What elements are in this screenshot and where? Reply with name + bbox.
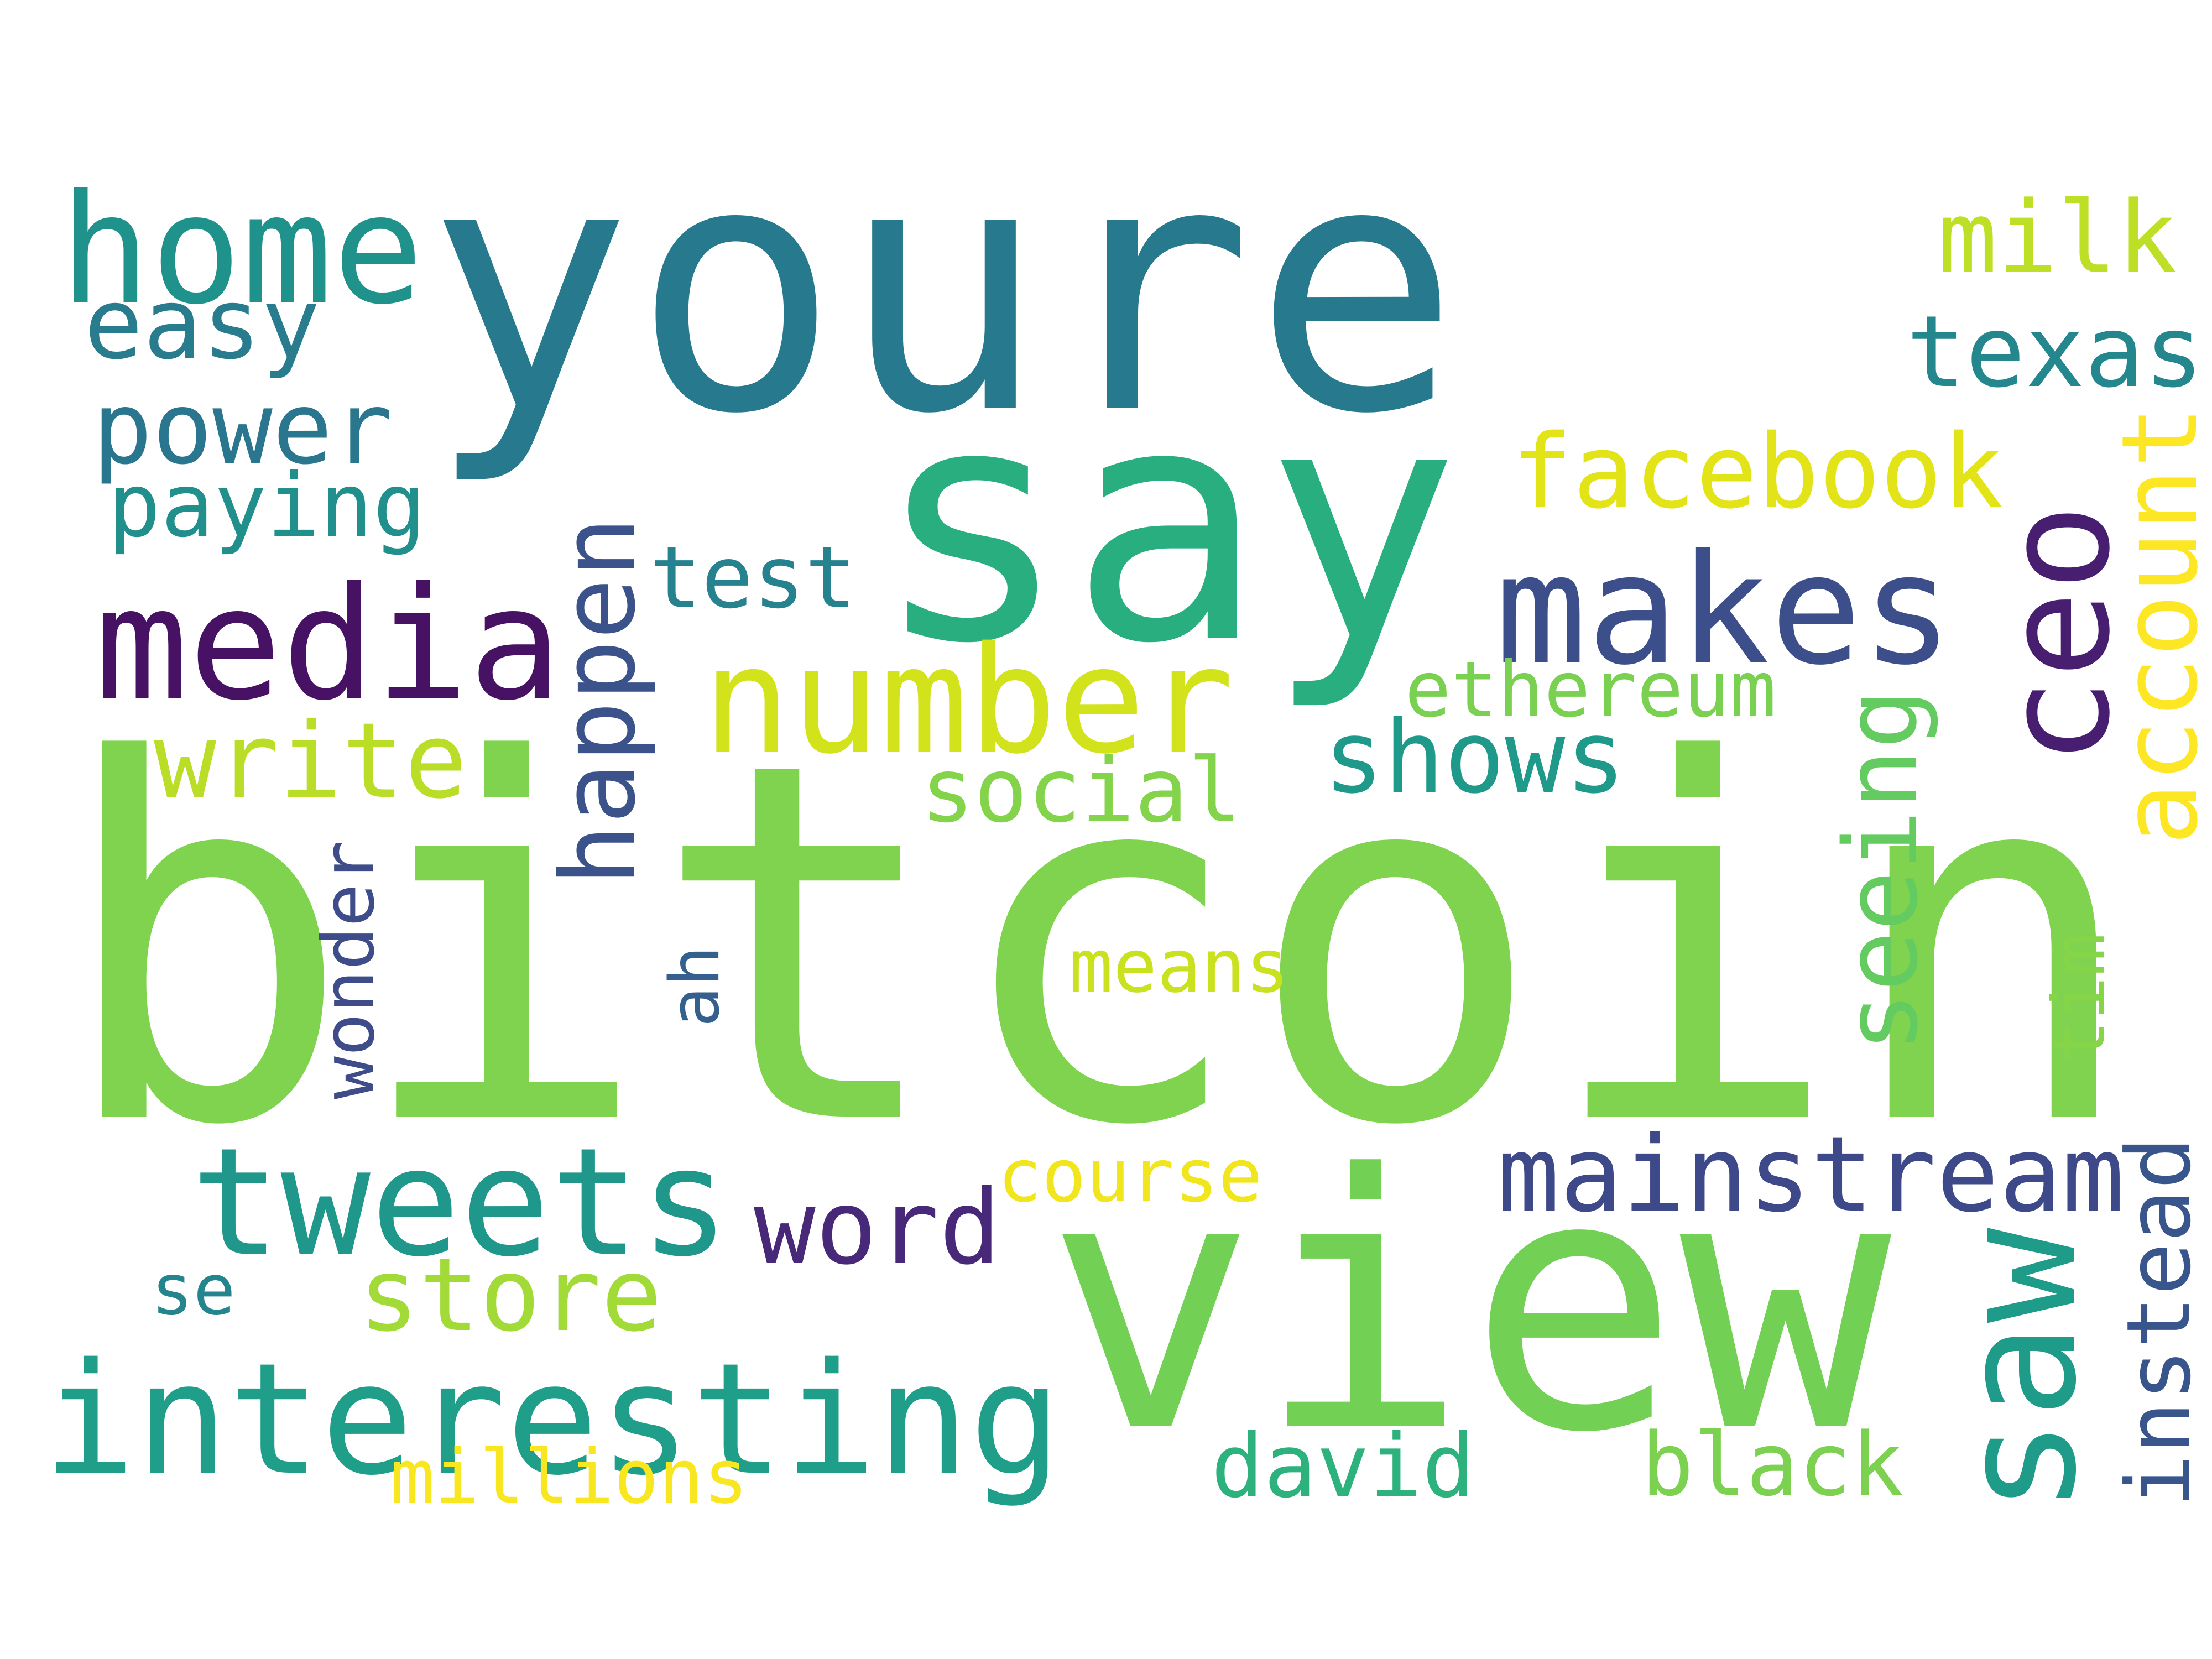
word-instead: instead	[2107, 1136, 2211, 1507]
word-home: home	[59, 162, 424, 338]
word-happen: happen	[538, 517, 658, 886]
word-say: say	[874, 337, 1460, 714]
word-interesting: interesting	[43, 1329, 1062, 1509]
word-shows: shows	[1323, 698, 1626, 816]
word-se: se	[151, 1249, 236, 1331]
word-ah: ah	[655, 946, 734, 1027]
word-write: write	[153, 700, 467, 822]
word-facebook: facebook	[1511, 411, 2004, 531]
word-power: power	[92, 371, 393, 487]
word-milk: milk	[1938, 180, 2177, 296]
word-texas: texas	[1906, 295, 2204, 410]
word-social: social	[920, 739, 1242, 843]
word-means: means	[1068, 924, 1290, 1009]
word-tim: tim	[2037, 933, 2121, 1064]
word-paying: paying	[108, 453, 426, 557]
word-mainstream: mainstream	[1497, 1114, 2125, 1235]
word-seeing: seeing	[1823, 688, 1940, 1053]
word-bitcoin: bitcoin	[55, 657, 2141, 1233]
word-account: account	[2099, 405, 2212, 846]
word-saw: saw	[1926, 1228, 2111, 1514]
word-youre: youre	[425, 88, 1460, 489]
word-word: word	[754, 1168, 1001, 1288]
word-makes: makes	[1495, 521, 1954, 698]
word-media: media	[95, 554, 562, 735]
word-wonder: wonder	[306, 840, 390, 1100]
word-david: david	[1211, 1416, 1475, 1518]
word-tweets: tweets	[191, 1115, 730, 1290]
word-black: black	[1641, 1414, 1904, 1516]
word-easy: easy	[84, 267, 320, 382]
word-course: course	[998, 1134, 1262, 1219]
word-millions: millions	[389, 1433, 749, 1520]
word-view: view	[1045, 1099, 1892, 1509]
word-store: store	[358, 1237, 662, 1355]
word-test: test	[650, 527, 857, 628]
word-ethereum: ethereum	[1405, 644, 1776, 734]
word-number: number	[702, 615, 1234, 787]
